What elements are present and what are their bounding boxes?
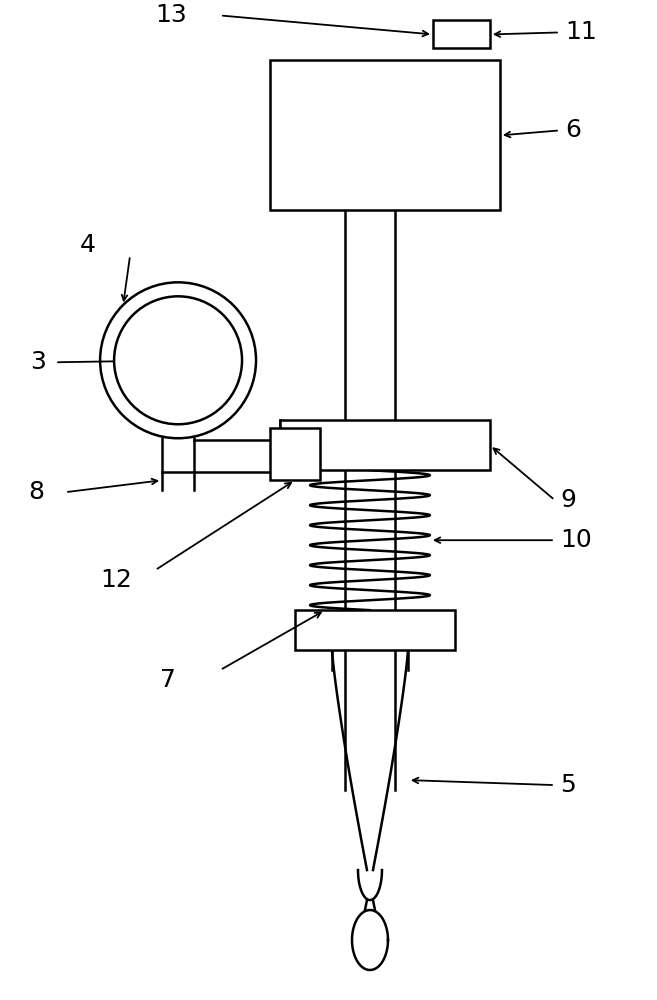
Text: 11: 11: [565, 20, 597, 44]
Bar: [270, 60, 500, 210]
Circle shape: [114, 296, 242, 424]
Text: 8: 8: [28, 480, 44, 504]
Circle shape: [100, 282, 256, 438]
Bar: [270, 428, 320, 480]
Bar: [280, 420, 490, 470]
Text: 13: 13: [155, 3, 187, 27]
Text: 4: 4: [80, 233, 96, 257]
Text: 7: 7: [160, 668, 176, 692]
Text: 6: 6: [565, 118, 581, 142]
Text: 3: 3: [30, 350, 46, 374]
Text: 5: 5: [560, 773, 576, 797]
Bar: [433, 20, 490, 48]
Bar: [295, 610, 455, 650]
Text: 12: 12: [100, 568, 132, 592]
Text: 9: 9: [560, 488, 576, 512]
Text: 10: 10: [560, 528, 592, 552]
